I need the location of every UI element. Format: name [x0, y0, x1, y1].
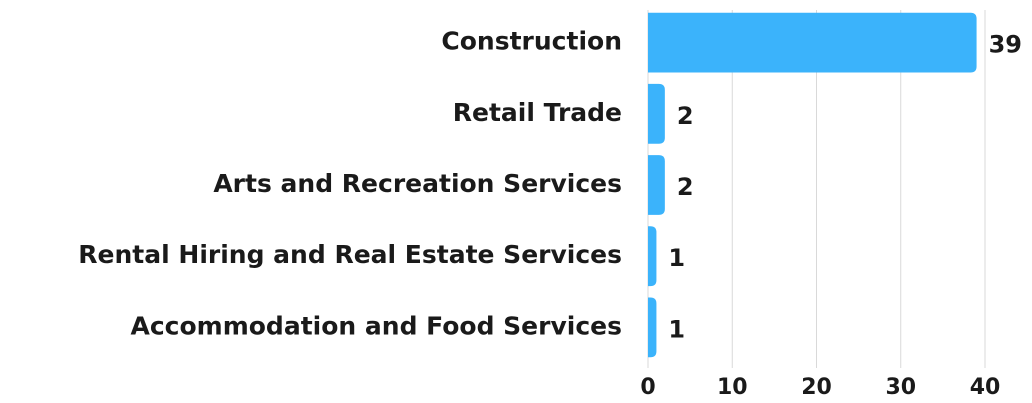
- category-label: Arts and Recreation Services: [213, 169, 622, 198]
- x-tick-label: 30: [885, 375, 916, 400]
- bar: [648, 155, 665, 215]
- value-label: 39: [989, 31, 1022, 59]
- bar: [648, 297, 657, 358]
- category-label: Construction: [441, 27, 622, 56]
- bar: [648, 226, 657, 287]
- category-label: Rental Hiring and Real Estate Services: [78, 240, 622, 269]
- category-label: Retail Trade: [453, 98, 622, 127]
- x-tick-label: 20: [801, 375, 832, 400]
- value-label: 2: [677, 173, 694, 201]
- value-label: 1: [668, 244, 685, 272]
- x-tick-label: 0: [640, 375, 655, 400]
- bar: [648, 12, 977, 73]
- x-tick-label: 40: [970, 375, 1001, 400]
- value-label: 2: [677, 102, 694, 130]
- value-label: 1: [668, 315, 685, 343]
- bar: [648, 83, 665, 144]
- x-tick-label: 10: [717, 375, 748, 400]
- category-label: Accommodation and Food Services: [131, 311, 623, 340]
